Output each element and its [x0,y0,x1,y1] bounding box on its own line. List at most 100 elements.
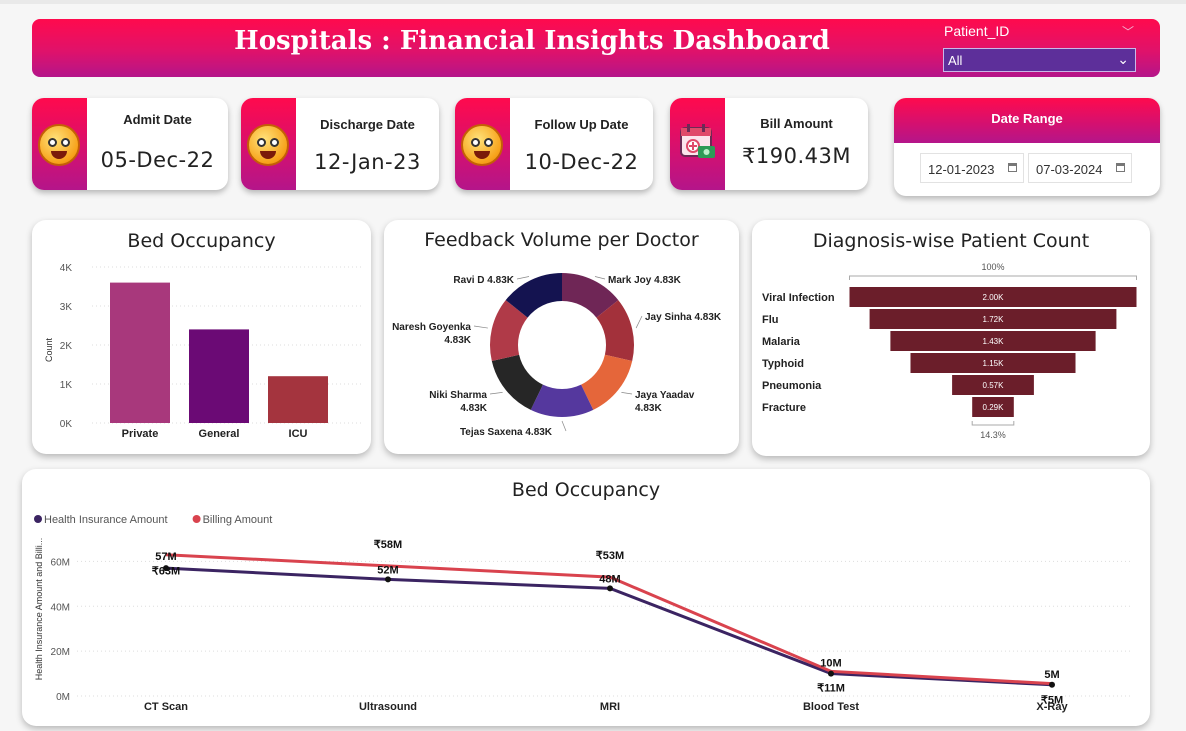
bed-occupancy-chart: Count 0K 1K 2K 3K 4K Private General ICU [44,263,362,440]
x-tick-label: General [199,428,240,440]
series-data-label: ₹5M [1041,695,1063,707]
calendar-icon[interactable] [1008,163,1017,172]
kpi-follow-up-date: Follow Up Date 10-Dec-22 [455,98,653,190]
funnel-bar[interactable] [952,375,1034,395]
data-point[interactable] [607,585,613,592]
y-tick-label: 0K [60,419,73,430]
bar-private[interactable] [110,282,170,423]
date-range-title: Date Range [894,98,1160,143]
kpi-label: Follow Up Date [534,117,629,132]
leader-line [473,325,488,329]
kpi-label: Discharge Date [320,117,415,132]
chart-title: Diagnosis-wise Patient Count [812,230,1090,252]
donut-slice[interactable] [490,300,528,362]
patient-id-slicer-label: Patient_ID [944,23,1010,39]
feedback-donut-chart: Mark Joy 4.83K Jay Sinha 4.83K Jaya Yaadav… [392,273,722,438]
funnel-category-label: Flu [762,314,779,326]
calendar-icon[interactable] [1116,163,1125,172]
diagnosis-funnel-chart: 100% 2.00K Viral Infection 1.72K Flu 1.43K Mal… [762,262,1137,440]
donut-slice[interactable] [530,384,594,417]
feedback-volume-card: Feedback Volume per Doctor Mark Joy 4.83… [384,220,739,454]
data-point[interactable] [828,670,834,677]
slice-data-label: Mark Joy 4.83K [608,275,682,286]
funnel-category-label: Malaria [762,336,801,348]
donut-slice[interactable] [581,354,633,410]
donut-slice[interactable] [596,300,634,362]
end-date-input[interactable]: 07-03-2024 [1028,153,1132,183]
slice-data-label: Niki Sharma 4.83K [429,390,488,414]
billing-line-chart: Health Insurance Amount and Billi... 0M 2… [34,514,1132,713]
funnel-bar[interactable] [890,331,1096,351]
legend-label[interactable]: Billing Amount [203,514,273,526]
series-data-label: ₹11M [817,682,845,694]
funnel-category-label: Viral Infection [762,292,835,304]
kpi-value: 10-Dec-22 [524,150,639,174]
series-data-label: ₹53M [596,550,624,562]
kpi-bill-amount: Bill Amount ₹190.43M [670,98,868,190]
legend-marker [34,515,42,523]
funnel-data-label: 1.43K [983,337,1005,346]
dashboard-title: Hospitals : Financial Insights Dashboard [234,26,830,56]
x-tick-label: X-Ray [1036,701,1068,713]
funnel-bar[interactable] [869,309,1117,329]
series-data-label: 48M [599,573,620,585]
series-data-label: ₹58M [374,539,402,551]
y-axis-label: Health Insurance Amount and Billi... [34,538,44,681]
chart-title: Feedback Volume per Doctor [424,229,699,251]
y-tick-label: 3K [60,302,73,313]
y-tick-label: 4K [60,263,73,274]
funnel-bar[interactable] [849,287,1137,307]
funnel-category-label: Pneumonia [762,380,822,392]
date-range-slicer: Date Range 12-01-2023 07-03-2024 [894,98,1160,196]
data-point[interactable] [385,576,391,583]
patient-id-dropdown[interactable]: All ⌄ [943,48,1136,72]
bed-occupancy-card: Bed Occupancy Count 0K 1K 2K 3K 4K Private Gen… [32,220,371,454]
data-point[interactable] [1049,681,1055,688]
slicer-collapse-icon[interactable]: ﹀ [1122,25,1135,39]
y-tick-label: 1K [60,380,73,391]
data-point[interactable] [163,565,169,572]
leader-line [516,276,530,280]
funnel-data-label: 1.15K [983,359,1005,368]
patient-id-selected-value: All [948,53,963,68]
series-data-label: ₹63M [152,566,180,578]
leader-line [635,315,643,329]
donut-slice[interactable] [562,273,619,318]
header-banner: Hospitals : Financial Insights Dashboard… [32,19,1160,77]
kpi-discharge-date: Discharge Date 12-Jan-23 [241,98,439,190]
y-tick-label: 40M [51,602,70,613]
series-line-billing[interactable] [165,553,1053,686]
funnel-data-label: 2.00K [983,293,1005,302]
funnel-bottom-bracket [971,421,1015,426]
x-tick-label: Private [122,428,159,440]
y-tick-label: 20M [51,647,70,658]
series-data-label: 10M [820,658,841,670]
start-date-value: 12-01-2023 [928,162,995,177]
y-tick-label: 60M [51,557,70,568]
start-date-input[interactable]: 12-01-2023 [920,153,1024,183]
funnel-data-label: 1.72K [983,315,1005,324]
funnel-top-percent: 100% [981,262,1004,272]
top-toolbar-strip [0,0,1186,4]
donut-slice[interactable] [505,273,562,318]
calendar-money-icon [680,124,715,158]
slice-data-label: Tejas Saxena 4.83K [460,427,553,438]
legend-label[interactable]: Health Insurance Amount [44,514,168,526]
x-tick-label: Blood Test [803,701,859,713]
funnel-bar[interactable] [910,353,1076,373]
legend-marker [192,515,201,523]
donut-slice[interactable] [491,354,543,410]
chevron-down-icon: ⌄ [1117,51,1129,67]
x-tick-label: ICU [289,428,308,440]
bar-icu[interactable] [268,376,328,423]
billing-line-card: Bed Occupancy Health Insurance Amount an… [22,469,1150,726]
kpi-admit-date: Admit Date 05-Dec-22 [32,98,228,190]
x-tick-label: MRI [600,701,620,713]
slice-data-label: Naresh Goyenka 4.83K [392,322,472,346]
bar-general[interactable] [189,329,249,423]
funnel-category-label: Fracture [762,402,806,414]
funnel-bar[interactable] [972,397,1014,417]
funnel-category-label: Typhoid [762,358,804,370]
leader-line [489,392,503,395]
